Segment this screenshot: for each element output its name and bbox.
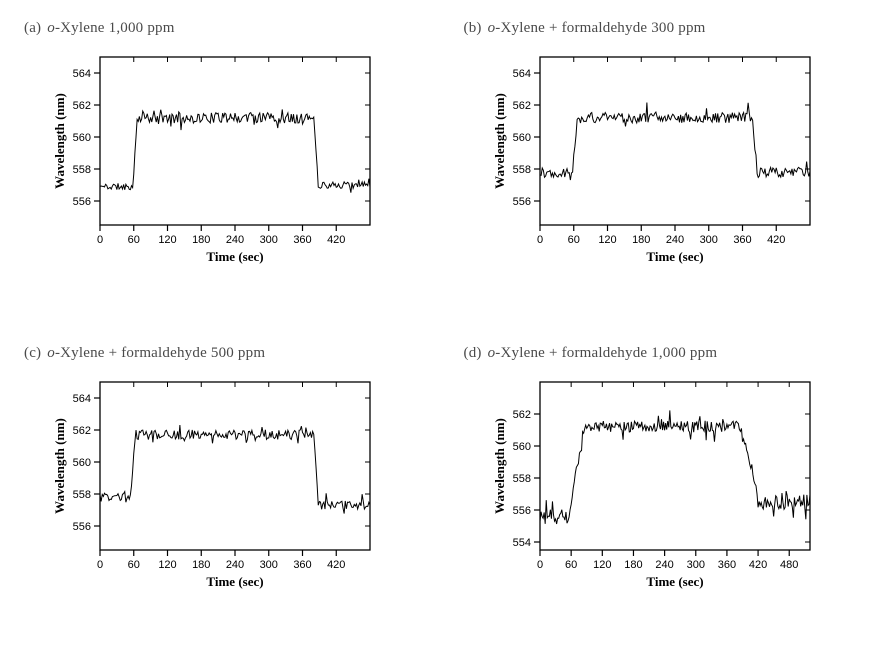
svg-text:562: 562 <box>73 100 91 112</box>
svg-text:Time (sec): Time (sec) <box>646 249 703 264</box>
caption-a: (a) o-Xylene 1,000 ppm <box>24 20 175 37</box>
svg-text:556: 556 <box>512 196 530 208</box>
svg-text:562: 562 <box>512 100 530 112</box>
panel-b: (b)o-Xylene + formaldehyde 300 ppm 0 60 12… <box>460 20 870 325</box>
svg-text:562: 562 <box>512 409 530 421</box>
panel-label: (d) <box>464 345 482 361</box>
svg-text:556: 556 <box>512 505 530 517</box>
svg-text:558: 558 <box>512 473 530 485</box>
svg-text:560: 560 <box>73 457 91 469</box>
svg-text:360: 360 <box>717 559 735 571</box>
panel-d: (d)o-Xylene + formaldehyde 1,000 ppm 0 60… <box>460 345 870 650</box>
svg-text:Time (sec): Time (sec) <box>206 249 263 264</box>
svg-text:564: 564 <box>73 393 91 405</box>
caption-d: (d)o-Xylene + formaldehyde 1,000 ppm <box>464 345 718 362</box>
panel-label: (a) <box>24 20 41 36</box>
title-rest: -Xylene + formaldehyde 300 ppm <box>495 20 705 36</box>
svg-text:558: 558 <box>512 164 530 176</box>
svg-text:300: 300 <box>699 234 717 246</box>
prefix-italic: o <box>47 20 55 36</box>
svg-text:Wavelength (nm): Wavelength (nm) <box>52 418 67 514</box>
svg-text:300: 300 <box>260 234 278 246</box>
svg-text:0: 0 <box>97 559 103 571</box>
svg-text:360: 360 <box>293 234 311 246</box>
svg-text:240: 240 <box>655 559 673 571</box>
svg-text:240: 240 <box>226 234 244 246</box>
svg-text:554: 554 <box>512 537 530 549</box>
caption-c: (c) o-Xylene + formaldehyde 500 ppm <box>24 345 265 362</box>
svg-text:120: 120 <box>158 559 176 571</box>
title-rest: -Xylene + formaldehyde 1,000 ppm <box>495 345 717 361</box>
svg-text:560: 560 <box>512 132 530 144</box>
svg-text:558: 558 <box>73 164 91 176</box>
chart-a: 0 60 120 180 240 300 360 420 556 558 560 562 564 Time… <box>50 47 380 267</box>
chart-d: 0 60 120 180 240 300 360 420 480 554 556 558 560 562 T… <box>490 372 820 592</box>
svg-text:0: 0 <box>536 559 542 571</box>
svg-text:562: 562 <box>73 425 91 437</box>
svg-text:0: 0 <box>536 234 542 246</box>
svg-text:120: 120 <box>598 234 616 246</box>
svg-text:420: 420 <box>767 234 785 246</box>
panel-label: (c) <box>24 345 41 361</box>
title-rest: -Xylene + formaldehyde 500 ppm <box>55 345 265 361</box>
panel-label: (b) <box>464 20 482 36</box>
svg-text:420: 420 <box>327 559 345 571</box>
svg-text:180: 180 <box>624 559 642 571</box>
svg-text:560: 560 <box>73 132 91 144</box>
svg-text:60: 60 <box>128 559 140 571</box>
svg-text:564: 564 <box>512 68 530 80</box>
svg-text:0: 0 <box>97 234 103 246</box>
svg-text:556: 556 <box>73 196 91 208</box>
prefix-italic: o <box>47 345 55 361</box>
panel-a: (a) o-Xylene 1,000 ppm 0 60 120 180 240 300 360… <box>20 20 430 325</box>
svg-text:120: 120 <box>158 234 176 246</box>
svg-text:300: 300 <box>686 559 704 571</box>
panel-c: (c) o-Xylene + formaldehyde 500 ppm 0 60 12… <box>20 345 430 650</box>
svg-text:360: 360 <box>733 234 751 246</box>
chart-c: 0 60 120 180 240 300 360 420 556 558 560 562 564 Time… <box>50 372 380 592</box>
svg-text:564: 564 <box>73 68 91 80</box>
svg-text:60: 60 <box>565 559 577 571</box>
chart-b: 0 60 120 180 240 300 360 420 556 558 560 562 564 Time… <box>490 47 820 267</box>
svg-text:240: 240 <box>226 559 244 571</box>
svg-text:420: 420 <box>327 234 345 246</box>
caption-b: (b)o-Xylene + formaldehyde 300 ppm <box>464 20 706 37</box>
svg-text:120: 120 <box>593 559 611 571</box>
figure-grid: (a)o-Xylene 1,000 ppm 060120180240300360… <box>20 20 869 649</box>
title-rest: -Xylene 1,000 ppm <box>55 20 175 36</box>
svg-text:556: 556 <box>73 521 91 533</box>
svg-text:300: 300 <box>260 559 278 571</box>
svg-text:420: 420 <box>748 559 766 571</box>
chart-svg: 0 60 120 180 240 300 360 420 480 554 556 558 560 562 T… <box>490 372 820 592</box>
svg-text:60: 60 <box>128 234 140 246</box>
svg-text:Time (sec): Time (sec) <box>206 574 263 589</box>
svg-text:60: 60 <box>567 234 579 246</box>
svg-text:558: 558 <box>73 489 91 501</box>
svg-text:480: 480 <box>780 559 798 571</box>
chart-svg: 0 60 120 180 240 300 360 420 556 558 560 562 564 Time… <box>50 372 380 592</box>
svg-text:Wavelength (nm): Wavelength (nm) <box>52 93 67 189</box>
chart-svg: 0 60 120 180 240 300 360 420 556 558 560 562 564 Time… <box>50 47 380 267</box>
svg-text:Time (sec): Time (sec) <box>646 574 703 589</box>
svg-text:Wavelength (nm): Wavelength (nm) <box>492 93 507 189</box>
svg-text:180: 180 <box>632 234 650 246</box>
svg-text:Wavelength (nm): Wavelength (nm) <box>492 418 507 514</box>
svg-text:360: 360 <box>293 559 311 571</box>
svg-text:240: 240 <box>665 234 683 246</box>
svg-text:560: 560 <box>512 441 530 453</box>
chart-svg: 0 60 120 180 240 300 360 420 556 558 560 562 564 Time… <box>490 47 820 267</box>
svg-text:180: 180 <box>192 559 210 571</box>
svg-text:180: 180 <box>192 234 210 246</box>
